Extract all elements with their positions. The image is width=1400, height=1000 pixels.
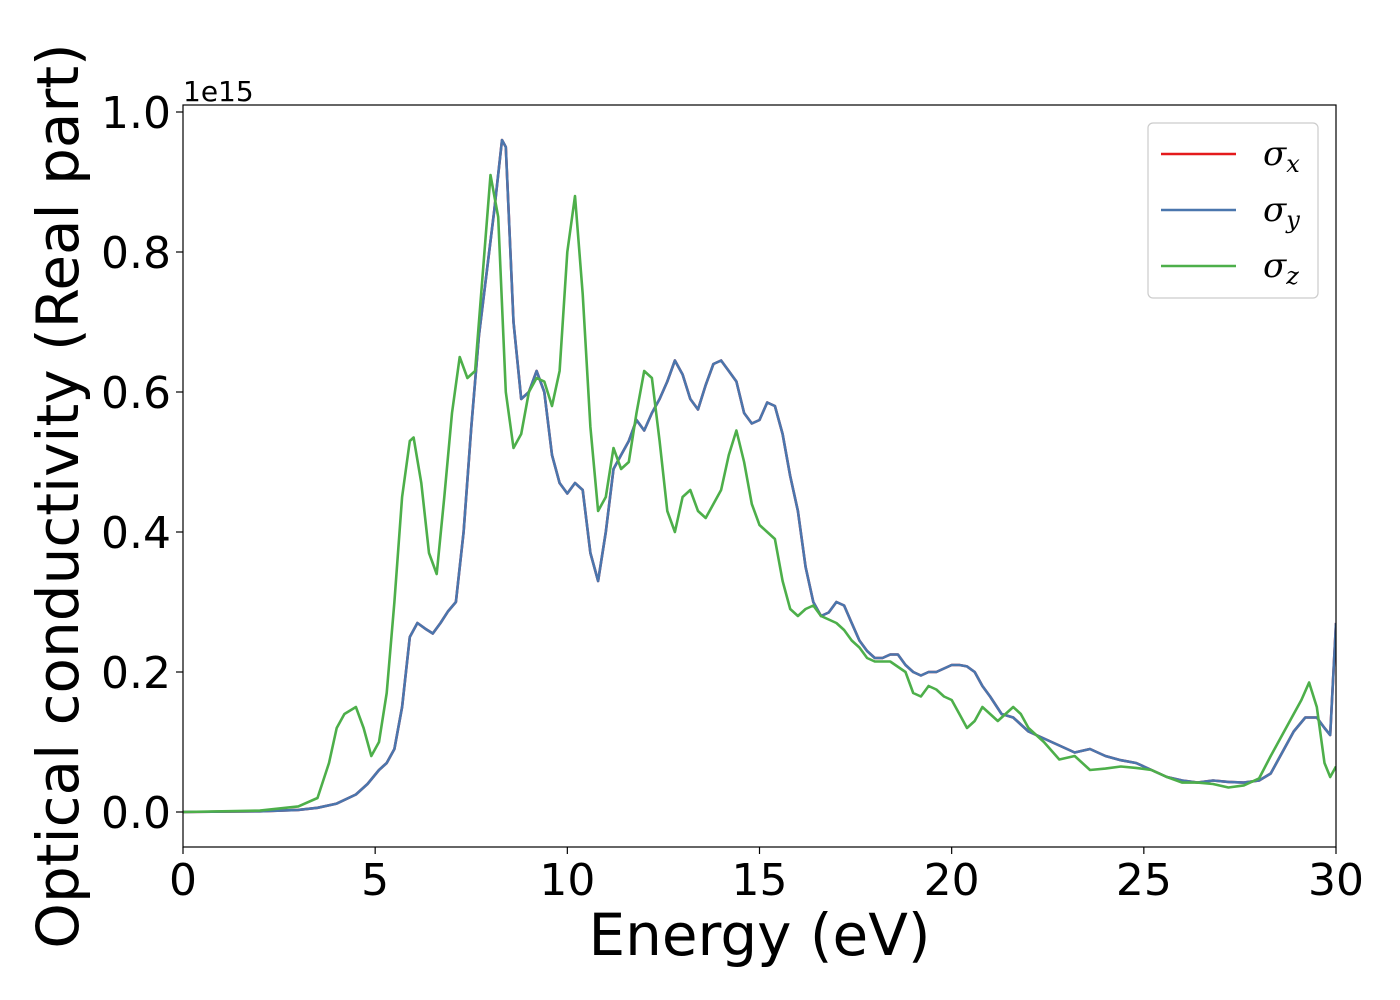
legend-label-z: σz	[1263, 246, 1299, 290]
x-tick-label: 5	[361, 855, 389, 906]
legend-label-y: σy	[1263, 190, 1300, 234]
x-tick-label: 15	[732, 855, 788, 906]
legend-label-x: σx	[1263, 134, 1300, 178]
y-tick-label: 0.2	[101, 648, 171, 699]
y-tick-label: 0.0	[101, 788, 171, 839]
y-tick-label: 0.8	[101, 228, 171, 279]
x-tick-label: 30	[1308, 855, 1364, 906]
legend: σx σy σz	[1147, 122, 1319, 299]
y-axis-title: Optical conductivity (Real part)	[24, 43, 92, 948]
x-tick-label: 0	[169, 855, 197, 906]
x-tick-label: 25	[1116, 855, 1172, 906]
x-tick-label: 10	[539, 855, 595, 906]
x-tick-label: 20	[924, 855, 980, 906]
series-layer	[183, 138, 1336, 814]
axes-layer: 0 5 10 15 20 25 30 0.0 0.2 0.4 0.6 0.8 1.0	[101, 88, 1364, 906]
series-line-z	[183, 173, 1336, 814]
y-tick-label: 0.4	[101, 508, 171, 559]
y-offset-label: 1e15	[183, 75, 254, 108]
y-tick-label: 1.0	[101, 88, 171, 139]
y-tick-label: 0.6	[101, 368, 171, 419]
series-line-y	[183, 138, 1336, 814]
x-axis-title: Energy (eV)	[588, 901, 930, 969]
